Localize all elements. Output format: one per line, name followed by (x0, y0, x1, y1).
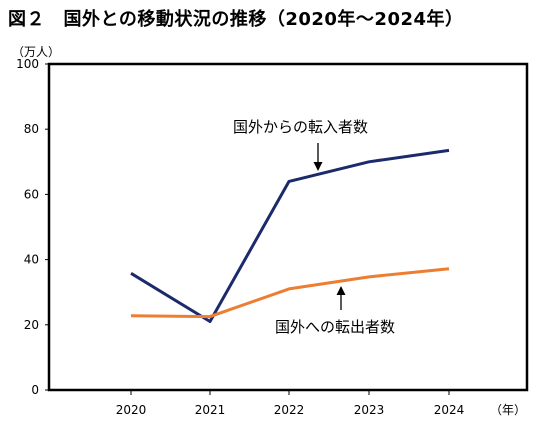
inbound-series-label: 国外からの転入者数 (233, 118, 368, 136)
y-tick-label: 100 (16, 57, 39, 71)
y-unit-label: （万人） (12, 45, 60, 59)
plot-frame (47, 62, 529, 392)
x-tick-label: 2022 (274, 403, 305, 417)
y-tick-label: 80 (24, 122, 39, 136)
y-tick-label: 20 (24, 318, 39, 332)
inbound-series-line (130, 148, 450, 323)
x-tick-label: 2024 (434, 403, 465, 417)
outbound-series-label: 国外への転出者数 (275, 318, 395, 336)
y-tick-label: 40 (24, 253, 39, 267)
y-tick-label: 0 (31, 383, 39, 397)
x-tick-label: 2023 (354, 403, 385, 417)
y-tick-label: 60 (24, 187, 39, 201)
outbound-arrowhead (336, 286, 346, 295)
x-tick-label: 2020 (116, 403, 147, 417)
x-unit-label: （年） (490, 403, 526, 417)
inbound-arrowhead (313, 162, 323, 171)
chart-title: 図２ 国外との移動状況の推移（2020年～2024年） (8, 9, 464, 30)
x-tick-label: 2021 (195, 403, 226, 417)
outbound-series-line (130, 267, 450, 319)
